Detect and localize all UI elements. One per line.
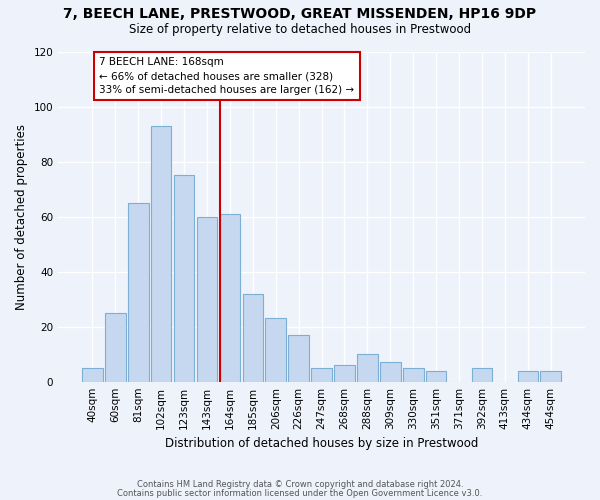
Text: 7, BEECH LANE, PRESTWOOD, GREAT MISSENDEN, HP16 9DP: 7, BEECH LANE, PRESTWOOD, GREAT MISSENDE… [64,8,536,22]
Text: Size of property relative to detached houses in Prestwood: Size of property relative to detached ho… [129,22,471,36]
Bar [311,368,332,382]
Bar [472,368,493,382]
Text: Contains public sector information licensed under the Open Government Licence v3: Contains public sector information licen… [118,489,482,498]
Bar [242,294,263,382]
Bar [128,203,149,382]
Bar [289,335,309,382]
Bar [220,214,240,382]
Bar [518,370,538,382]
Bar [151,126,172,382]
Bar [380,362,401,382]
Bar [82,368,103,382]
Y-axis label: Number of detached properties: Number of detached properties [15,124,28,310]
Bar [426,370,446,382]
Bar [265,318,286,382]
Text: Contains HM Land Registry data © Crown copyright and database right 2024.: Contains HM Land Registry data © Crown c… [137,480,463,489]
Bar [334,365,355,382]
Text: 7 BEECH LANE: 168sqm
← 66% of detached houses are smaller (328)
33% of semi-deta: 7 BEECH LANE: 168sqm ← 66% of detached h… [100,57,355,95]
Bar [105,313,125,382]
Bar [357,354,378,382]
Bar [403,368,424,382]
Bar [197,216,217,382]
Bar [174,176,194,382]
X-axis label: Distribution of detached houses by size in Prestwood: Distribution of detached houses by size … [165,437,478,450]
Bar [541,370,561,382]
